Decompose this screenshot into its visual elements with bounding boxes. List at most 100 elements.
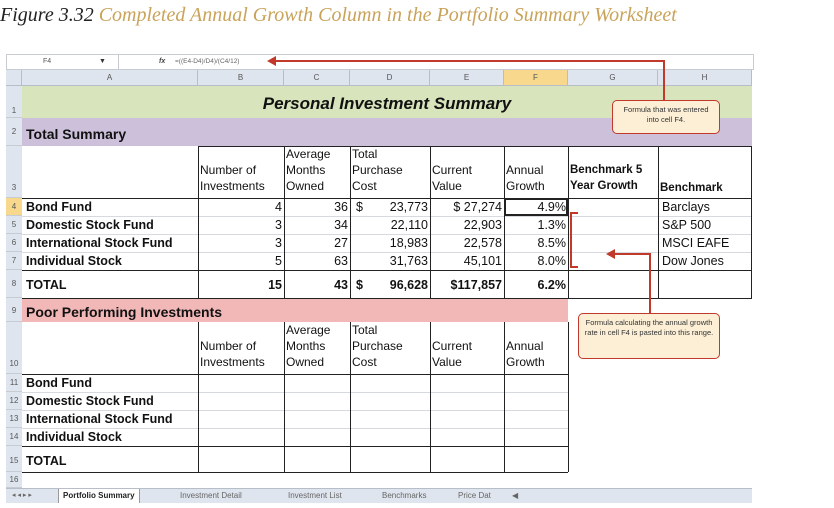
- row-current-value[interactable]: 45,101: [463, 254, 502, 268]
- row-header[interactable]: 7: [6, 252, 22, 270]
- row-benchmark[interactable]: Barclays: [662, 200, 710, 214]
- row-name[interactable]: Bond Fund: [26, 200, 92, 214]
- row-avg-months[interactable]: 36: [334, 200, 348, 214]
- tab-investment-detail[interactable]: Investment Detail: [180, 491, 242, 500]
- row-purchase-cost[interactable]: 18,983: [389, 236, 428, 250]
- poor-header-current-value[interactable]: Current Value: [432, 339, 473, 369]
- poor-total-label[interactable]: TOTAL: [26, 454, 67, 468]
- row-header[interactable]: 16: [6, 472, 22, 488]
- row-header[interactable]: 5: [6, 216, 22, 234]
- row-header[interactable]: 9: [6, 298, 22, 322]
- arrow-left-icon: [606, 249, 615, 259]
- row-header[interactable]: 12: [6, 392, 22, 410]
- select-all-corner[interactable]: [6, 70, 22, 86]
- row-purchase-cost[interactable]: 23,773: [389, 200, 428, 214]
- row-name[interactable]: Domestic Stock Fund: [26, 218, 154, 232]
- row-annual-growth[interactable]: 1.3%: [537, 218, 567, 232]
- total-current-value[interactable]: $117,857: [450, 278, 502, 292]
- col-header-f[interactable]: F: [504, 70, 568, 86]
- poor-header-average-months-owned[interactable]: Average Months Owned: [286, 323, 331, 369]
- row-avg-months[interactable]: 34: [334, 218, 348, 232]
- row-header[interactable]: 2: [6, 118, 22, 146]
- row-num-investments[interactable]: 3: [275, 236, 282, 250]
- row-benchmark[interactable]: S&P 500: [662, 218, 712, 232]
- sheet-title[interactable]: Personal Investment Summary: [262, 94, 512, 113]
- tab-benchmarks[interactable]: Benchmarks: [382, 491, 427, 500]
- row-num-investments[interactable]: 5: [275, 254, 282, 268]
- total-row-label[interactable]: TOTAL: [26, 278, 67, 292]
- chevron-down-icon[interactable]: ▼: [99, 58, 106, 65]
- tab-scroll-icons[interactable]: ◂ ◂ ▸ ▸: [12, 492, 32, 499]
- total-purchase-cost[interactable]: 96,628: [389, 278, 428, 292]
- header-total-purchase-cost[interactable]: Total Purchase Cost: [352, 147, 403, 193]
- poor-row-label[interactable]: Individual Stock: [26, 430, 122, 444]
- header-annual-growth[interactable]: Annual Growth: [506, 163, 545, 193]
- row-annual-growth[interactable]: 8.5%: [537, 236, 567, 250]
- sheet-tab-bar: ◂ ◂ ▸ ▸ Portfolio Summary Investment Det…: [6, 488, 752, 503]
- poor-row-label[interactable]: International Stock Fund: [26, 412, 173, 426]
- row-num-investments[interactable]: 4: [275, 200, 282, 214]
- callout-formula-entered: Formula that was entered into cell F4.: [612, 100, 720, 134]
- name-box[interactable]: F4: [9, 55, 119, 69]
- callout-connector: [614, 253, 650, 255]
- row-header[interactable]: 1: [6, 86, 22, 118]
- tab-price-data[interactable]: Price Dat: [458, 491, 491, 500]
- tab-scroll-right-icon[interactable]: ◀: [512, 491, 519, 500]
- poor-header-annual-growth[interactable]: Annual Growth: [506, 339, 545, 369]
- callout-formula-pasted: Formula calculating the annual growth ra…: [578, 313, 720, 359]
- poor-row-label[interactable]: Domestic Stock Fund: [26, 394, 154, 408]
- col-header-g[interactable]: G: [568, 70, 658, 86]
- col-header-a[interactable]: A: [22, 70, 198, 86]
- row-avg-months[interactable]: 27: [334, 236, 348, 250]
- tab-investment-list[interactable]: Investment List: [288, 491, 342, 500]
- row-annual-growth[interactable]: 4.9%: [537, 200, 567, 214]
- row-purchase-cost[interactable]: 31,763: [389, 254, 428, 268]
- col-header-d[interactable]: D: [350, 70, 430, 86]
- row-avg-months[interactable]: 63: [334, 254, 348, 268]
- callout-connector: [275, 60, 664, 62]
- header-number-of-investments[interactable]: Number of Investments: [200, 163, 265, 193]
- row-num-investments[interactable]: 3: [275, 218, 282, 232]
- function-icon[interactable]: fx: [159, 58, 166, 65]
- row-benchmark[interactable]: Dow Jones: [662, 254, 724, 268]
- poor-header-total-purchase-cost[interactable]: Total Purchase Cost: [352, 323, 403, 369]
- total-summary-label[interactable]: Total Summary: [26, 126, 127, 142]
- col-header-h[interactable]: H: [658, 70, 752, 86]
- poor-performing-label[interactable]: Poor Performing Investments: [26, 304, 223, 320]
- row-annual-growth[interactable]: 8.0%: [537, 254, 567, 268]
- caption-prefix: Figure 3.32: [0, 4, 94, 26]
- row-header[interactable]: 14: [6, 428, 22, 446]
- row-current-value[interactable]: $ 27,274: [453, 200, 502, 214]
- row-cost-currency: $: [356, 200, 363, 214]
- header-benchmark[interactable]: Benchmark: [660, 182, 723, 194]
- figure-caption: Figure 3.32 Completed Annual Growth Colu…: [0, 4, 677, 27]
- col-header-b[interactable]: B: [198, 70, 284, 86]
- col-header-e[interactable]: E: [430, 70, 504, 86]
- row-header[interactable]: 6: [6, 234, 22, 252]
- header-average-months-owned[interactable]: Average Months Owned: [286, 147, 331, 193]
- poor-header-number-of-investments[interactable]: Number of Investments: [200, 339, 265, 369]
- header-benchmark-5-year-growth[interactable]: Benchmark 5 Year Growth: [570, 164, 643, 192]
- row-header[interactable]: 3: [6, 146, 22, 198]
- header-current-value[interactable]: Current Value: [432, 163, 473, 193]
- row-name[interactable]: Individual Stock: [26, 254, 122, 268]
- row-header[interactable]: 15: [6, 446, 22, 472]
- total-avg-months[interactable]: 43: [334, 278, 348, 292]
- row-current-value[interactable]: 22,578: [463, 236, 502, 250]
- total-annual-growth[interactable]: 6.2%: [537, 278, 567, 292]
- active-cell-f4[interactable]: [504, 198, 568, 216]
- row-benchmark[interactable]: MSCI EAFE: [662, 236, 730, 250]
- row-header[interactable]: 8: [6, 270, 22, 298]
- tab-portfolio-summary[interactable]: Portfolio Summary: [58, 489, 140, 503]
- total-num-investments[interactable]: 15: [268, 278, 282, 292]
- col-header-c[interactable]: C: [284, 70, 350, 86]
- row-header[interactable]: 10: [6, 322, 22, 374]
- row-header[interactable]: 11: [6, 374, 22, 392]
- poor-row-label[interactable]: Bond Fund: [26, 376, 92, 390]
- row-header[interactable]: 13: [6, 410, 22, 428]
- row-purchase-cost[interactable]: 22,110: [390, 218, 428, 232]
- row-name[interactable]: International Stock Fund: [26, 236, 173, 250]
- row-header[interactable]: 4: [6, 198, 22, 216]
- row-current-value[interactable]: 22,903: [463, 218, 502, 232]
- formula-input[interactable]: =((E4-D4)/D4)/(C4/12): [175, 58, 240, 65]
